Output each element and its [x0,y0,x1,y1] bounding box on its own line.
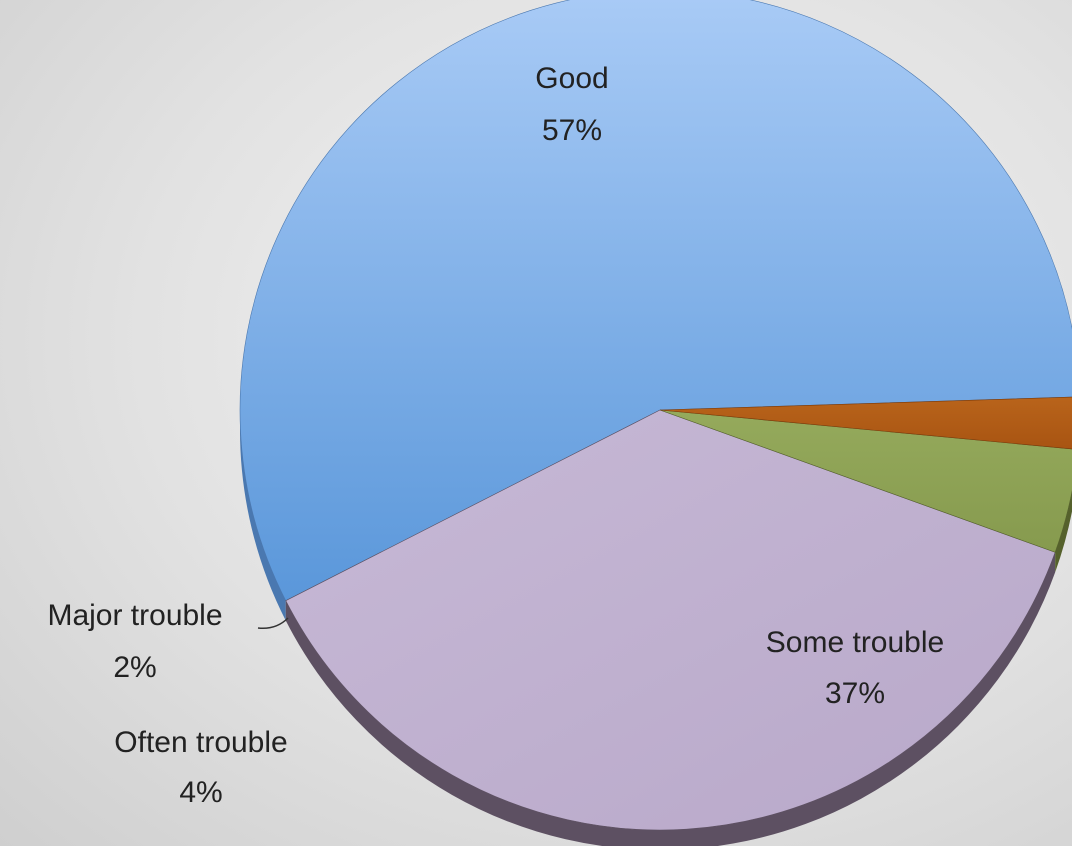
pie-labels: Good 57% Some trouble 37% Often trouble … [47,62,944,809]
label-major-trouble-name: Major trouble [47,599,222,632]
label-major-trouble-value: 2% [113,651,156,684]
label-often-trouble-name: Often trouble [114,726,287,759]
pie-slices [239,0,1072,831]
major-trouble-leader-line [257,617,289,630]
pie-slice-some-trouble[interactable] [285,409,1056,831]
label-good-name: Good [535,62,608,95]
label-some-trouble-value: 37% [825,677,885,710]
pie-side-good [240,410,286,621]
pie-slice-major-trouble[interactable] [659,396,1072,450]
pie-slice-good[interactable] [239,0,1072,602]
label-good-value: 57% [542,114,602,147]
pie-slice-often-trouble[interactable] [659,409,1072,553]
label-often-trouble-value: 4% [179,776,222,809]
label-some-trouble-name: Some trouble [766,626,944,659]
